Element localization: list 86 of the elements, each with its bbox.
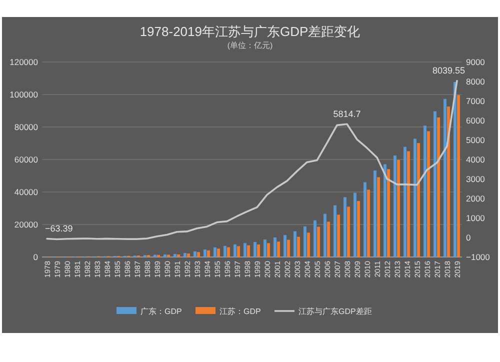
chart-subtitle: (单位：亿元)	[227, 41, 273, 50]
bar	[387, 169, 390, 257]
legend-label: 广东：GDP	[140, 307, 182, 316]
chart-title: 1978-2019年江苏与广东GDP差距变化	[140, 24, 360, 39]
bar	[227, 247, 230, 257]
bar	[334, 205, 336, 257]
bar	[207, 250, 210, 257]
bar	[434, 111, 436, 257]
bar	[394, 155, 396, 257]
legend-label: 江苏：GDP	[220, 307, 261, 316]
bar	[194, 251, 196, 257]
bar	[357, 201, 360, 257]
bar	[187, 254, 190, 257]
y2-tick-label: 4000	[466, 154, 486, 164]
bar	[244, 243, 246, 257]
bar	[177, 254, 180, 257]
bar	[307, 232, 310, 257]
bar	[267, 243, 270, 257]
y2-tick-label: 2000	[466, 194, 486, 204]
bar	[397, 160, 400, 257]
y2-tick-label: 6000	[466, 116, 486, 126]
y2-tick-label: 3000	[466, 174, 486, 184]
bar	[274, 237, 276, 257]
bar	[417, 143, 420, 257]
bar	[224, 246, 226, 257]
bar	[347, 206, 350, 257]
bar	[257, 244, 260, 257]
bar	[247, 245, 250, 257]
bar	[324, 214, 326, 257]
bar	[184, 253, 186, 257]
y-tick-label: 80000	[14, 122, 38, 132]
bar	[234, 244, 236, 257]
bar	[384, 164, 386, 257]
data-label: 8039.55	[432, 66, 465, 76]
bar	[287, 240, 290, 257]
legend-label: 江苏与广东GDP差距	[298, 307, 372, 316]
data-label: −63.39	[45, 224, 73, 234]
bar	[327, 222, 330, 257]
bar	[317, 226, 320, 257]
bar	[437, 117, 440, 257]
bar	[277, 242, 280, 257]
bar	[444, 98, 446, 257]
bar	[214, 247, 216, 257]
bar	[204, 249, 206, 257]
bar	[254, 242, 256, 257]
bar	[337, 214, 340, 257]
data-label: 5814.7	[333, 109, 361, 120]
bar	[447, 106, 450, 257]
bar	[407, 151, 410, 257]
y-tick-label: 100000	[10, 90, 38, 100]
bar	[454, 82, 456, 257]
bar	[164, 254, 166, 257]
bar	[174, 254, 176, 257]
y2-tick-label: 0	[466, 232, 471, 242]
y-tick-label: 60000	[14, 154, 38, 164]
bar	[344, 197, 346, 257]
bar	[427, 131, 430, 257]
line-series	[46, 80, 458, 240]
bar	[424, 126, 426, 257]
bar	[404, 146, 406, 257]
bar	[217, 248, 220, 257]
bar	[414, 138, 416, 257]
bar	[284, 235, 286, 257]
y2-tick-label: 8000	[466, 76, 486, 86]
y2-tick-label: 1000	[466, 213, 486, 223]
y2-tick-label: 9000	[466, 57, 486, 67]
y2-tick-label: 7000	[466, 96, 486, 106]
bar	[264, 240, 266, 257]
bar	[364, 182, 366, 257]
bar	[457, 95, 460, 257]
bar	[304, 226, 306, 257]
bar	[294, 231, 296, 257]
bar	[367, 190, 370, 257]
y-tick-label: 40000	[14, 187, 38, 197]
y-tick-label: 20000	[14, 220, 38, 230]
bar	[314, 220, 316, 257]
y-tick-label: 120000	[10, 57, 38, 67]
y-tick-label: 0	[33, 252, 38, 262]
y2-tick-label: 5000	[466, 135, 486, 145]
bar	[377, 177, 380, 257]
y2-tick-label: −1000	[466, 252, 490, 262]
bar	[297, 236, 300, 257]
bar	[237, 246, 240, 257]
bar	[354, 192, 356, 257]
bar	[374, 170, 376, 257]
bar	[197, 252, 200, 257]
